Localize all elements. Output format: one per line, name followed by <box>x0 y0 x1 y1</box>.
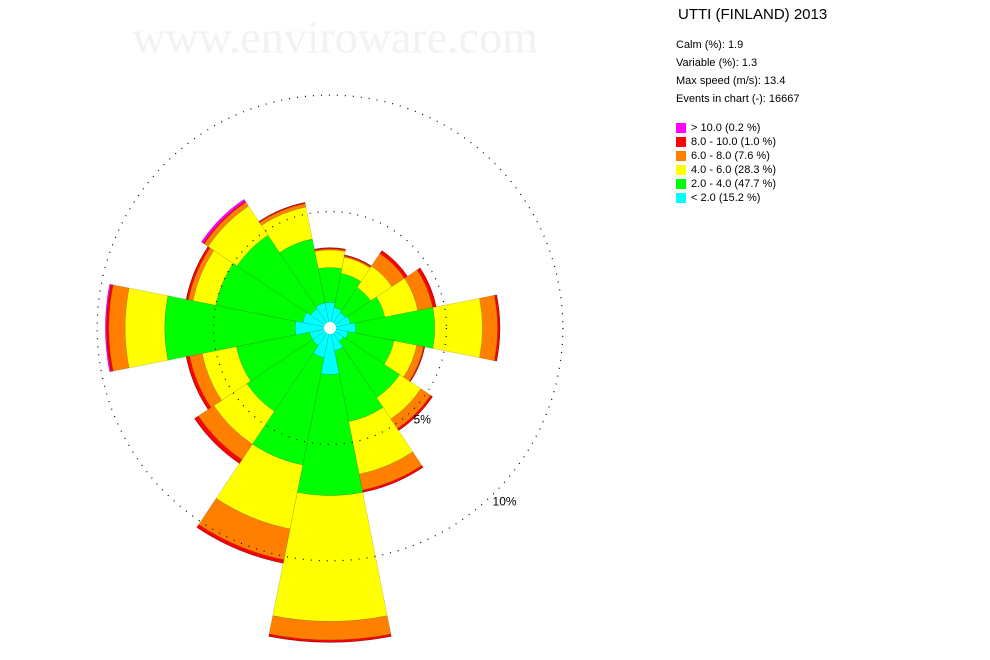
petal-segment <box>236 331 313 382</box>
legend-swatch <box>676 123 686 133</box>
petal-segment <box>315 302 331 329</box>
petal-segment <box>347 296 386 325</box>
petal-segment <box>312 327 331 346</box>
petal-segment <box>314 248 346 252</box>
stat: Events in chart (-): 16667 <box>676 93 800 105</box>
petal-segment <box>185 246 209 300</box>
legend-label: 8.0 - 10.0 (1.0 %) <box>691 136 776 148</box>
petal-segment <box>345 331 395 365</box>
legend-swatch <box>676 137 686 147</box>
petal-segment <box>108 284 130 372</box>
petal-segment <box>185 246 211 301</box>
rose <box>105 198 501 643</box>
legend-label: 4.0 - 6.0 (28.3 %) <box>691 164 776 176</box>
petal-segment <box>198 498 291 561</box>
legend-label: 2.0 - 4.0 (47.7 %) <box>691 178 776 190</box>
ring <box>96 94 564 562</box>
stat: Max speed (m/s): 13.4 <box>676 75 785 87</box>
petal-segment <box>371 253 405 287</box>
petal-segment <box>343 255 372 269</box>
petal-segment <box>348 407 414 475</box>
legend-swatch <box>676 151 686 161</box>
petal-segment <box>314 247 346 251</box>
petal-segment <box>185 356 209 410</box>
petal-segment <box>383 340 418 378</box>
petal-segment <box>194 415 243 464</box>
petal-segment <box>432 297 483 359</box>
ring <box>212 210 448 446</box>
petal-segment <box>334 347 384 422</box>
legend-swatch <box>676 165 686 175</box>
petal-segment <box>268 633 392 643</box>
petal-segment <box>272 492 388 622</box>
petal-segment <box>196 524 285 564</box>
petal-segment <box>258 202 306 222</box>
petal-segment <box>106 284 114 372</box>
petal-segment <box>340 256 371 282</box>
petal-segment <box>268 636 392 643</box>
petal-segment <box>236 234 318 316</box>
ring-label: 5% <box>414 412 432 426</box>
petal-segment <box>105 283 112 373</box>
petal-segment <box>294 320 331 336</box>
petal-segment <box>207 205 269 267</box>
stat: Variable (%): 1.3 <box>676 57 757 69</box>
legend-label: 6.0 - 8.0 (7.6 %) <box>691 150 770 162</box>
petal-segment <box>189 353 222 408</box>
chart-title: UTTI (FINLAND) 2013 <box>678 6 827 23</box>
petal-segment <box>317 267 343 304</box>
petal-segment <box>124 287 169 369</box>
petal-segment <box>376 277 419 318</box>
legend-label: > 10.0 (0.2 %) <box>691 122 760 134</box>
petal-segment <box>338 336 401 399</box>
petal-segment <box>324 302 336 329</box>
petal-segment <box>215 443 304 530</box>
side-panel: Calm (%): 1.9 Variable (%): 1.3 Max speed … <box>676 39 800 204</box>
petal-segment <box>409 346 426 383</box>
ring-label: 10% <box>493 495 517 509</box>
legend-swatch <box>676 193 686 203</box>
petal-segment <box>376 374 422 420</box>
petal-segment <box>410 346 426 382</box>
petal-segment <box>396 394 433 431</box>
rings: 5% 10% <box>96 94 564 562</box>
petal-segment <box>390 388 432 430</box>
petal-segment <box>310 308 331 329</box>
petal-segment <box>479 294 498 362</box>
stat: Calm (%): 1.9 <box>676 39 743 51</box>
legend-swatch <box>676 179 686 189</box>
petal-segment <box>329 327 344 352</box>
petal-segment <box>494 294 501 362</box>
petal-segment <box>404 269 434 311</box>
petal-segment <box>261 206 313 253</box>
petal-segment <box>379 250 408 279</box>
petal-segment <box>200 198 246 244</box>
petal-segment <box>258 202 306 223</box>
watermark: www.enviroware.com <box>132 12 538 63</box>
petal-segment <box>201 346 251 401</box>
petal-segment <box>314 249 346 269</box>
calm-center <box>324 322 336 334</box>
petal-segment <box>416 267 437 308</box>
petal-segment <box>279 238 326 308</box>
legend-label: < 2.0 (15.2 %) <box>691 192 760 204</box>
